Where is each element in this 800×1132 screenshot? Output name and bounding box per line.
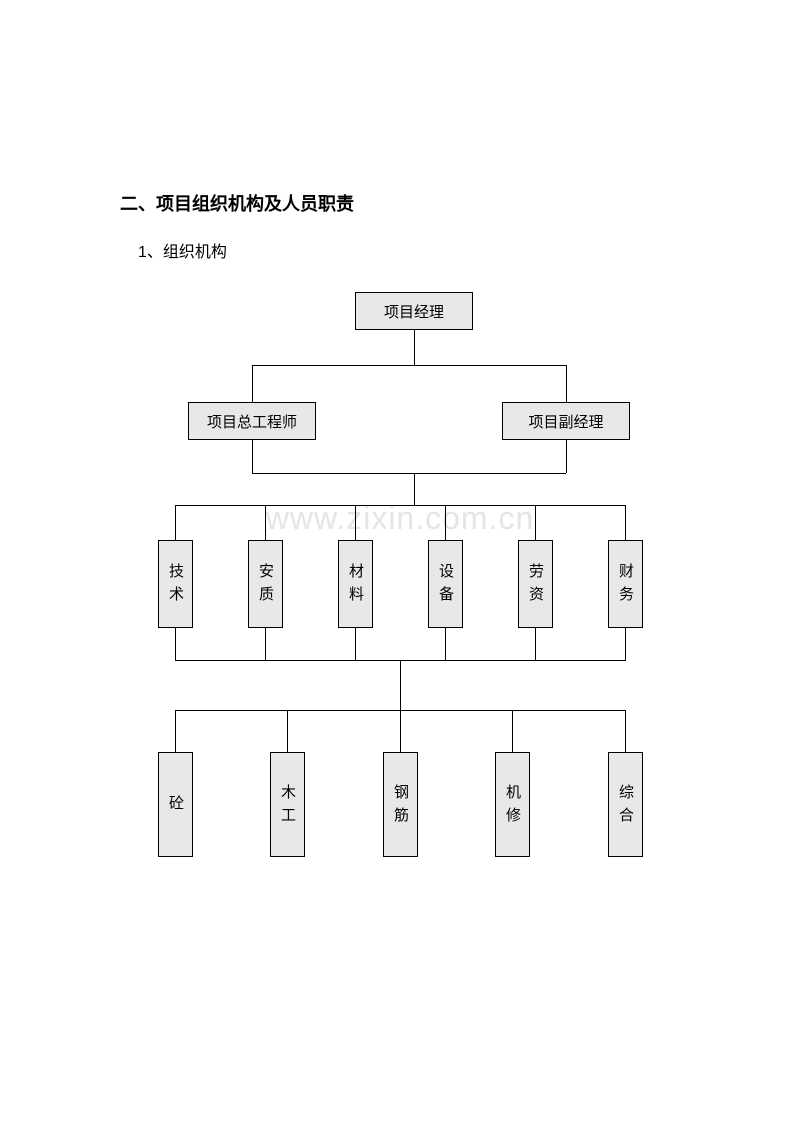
node-deputy-manager: 项目副经理 bbox=[502, 402, 630, 440]
connector bbox=[252, 365, 566, 366]
node-dept-tech: 技术 bbox=[158, 540, 193, 628]
connector bbox=[265, 505, 266, 540]
connector bbox=[400, 660, 401, 710]
connector bbox=[535, 628, 536, 660]
connector bbox=[400, 710, 401, 752]
org-chart: 项目经理 项目总工程师 项目副经理 技术 安质 材料 设备 劳资 财务 bbox=[120, 292, 680, 972]
connector bbox=[287, 710, 288, 752]
node-dept-finance: 财务 bbox=[608, 540, 643, 628]
section-title: 二、项目组织机构及人员职责 bbox=[120, 190, 680, 216]
node-chief-engineer: 项目总工程师 bbox=[188, 402, 316, 440]
node-dept-labor: 劳资 bbox=[518, 540, 553, 628]
connector bbox=[512, 710, 513, 752]
connector bbox=[625, 505, 626, 540]
connector bbox=[566, 365, 567, 402]
connector bbox=[175, 505, 626, 506]
node-dept-equipment: 设备 bbox=[428, 540, 463, 628]
connector bbox=[175, 505, 176, 540]
connector bbox=[445, 628, 446, 660]
connector bbox=[175, 628, 176, 660]
connector bbox=[175, 710, 176, 752]
sub-title: 1、组织机构 bbox=[138, 238, 680, 262]
connector bbox=[265, 628, 266, 660]
connector bbox=[445, 505, 446, 540]
node-team-carpentry: 木工 bbox=[270, 752, 305, 857]
connector bbox=[355, 505, 356, 540]
connector bbox=[414, 330, 415, 365]
connector bbox=[566, 440, 567, 473]
node-team-repair: 机修 bbox=[495, 752, 530, 857]
connector bbox=[625, 710, 626, 752]
node-dept-material: 材料 bbox=[338, 540, 373, 628]
node-dept-safety: 安质 bbox=[248, 540, 283, 628]
node-root: 项目经理 bbox=[355, 292, 473, 330]
node-team-rebar: 钢筋 bbox=[383, 752, 418, 857]
connector bbox=[252, 440, 253, 473]
connector bbox=[535, 505, 536, 540]
connector bbox=[252, 473, 566, 474]
page-content: 二、项目组织机构及人员职责 1、组织机构 项目经理 项目总工程师 项目副经理 技… bbox=[0, 0, 800, 972]
connector bbox=[625, 628, 626, 660]
connector bbox=[252, 365, 253, 402]
connector bbox=[355, 628, 356, 660]
node-team-general: 综合 bbox=[608, 752, 643, 857]
node-team-concrete: 砼 bbox=[158, 752, 193, 857]
connector bbox=[414, 473, 415, 505]
